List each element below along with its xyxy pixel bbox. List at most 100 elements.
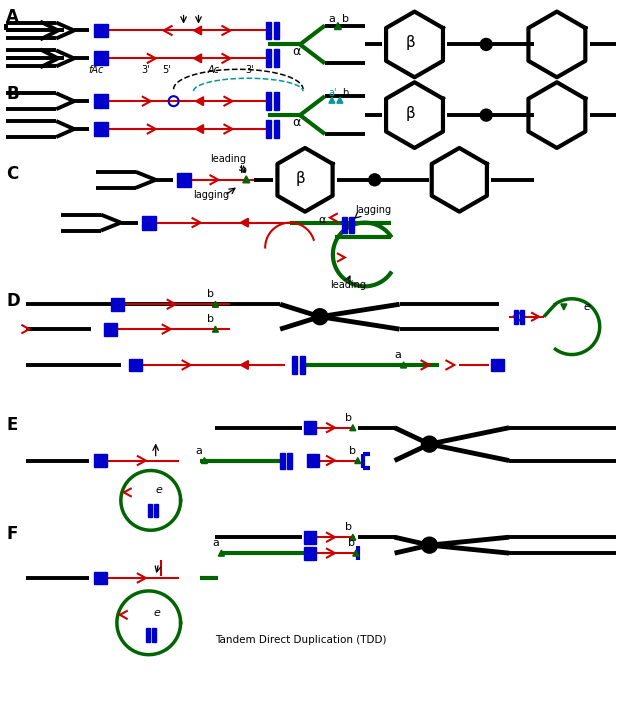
- Bar: [280, 453, 285, 469]
- Polygon shape: [243, 176, 250, 183]
- Bar: [292, 356, 297, 374]
- Text: leading: leading: [210, 154, 246, 164]
- Text: B: B: [6, 85, 19, 103]
- Text: b: b: [342, 14, 349, 24]
- Bar: [94, 122, 108, 136]
- Polygon shape: [337, 97, 343, 103]
- Text: lagging: lagging: [355, 204, 391, 214]
- Bar: [94, 572, 107, 585]
- Text: D: D: [6, 292, 20, 310]
- Bar: [304, 421, 317, 434]
- Text: β: β: [405, 35, 415, 51]
- Text: β: β: [405, 106, 415, 121]
- Polygon shape: [350, 534, 356, 540]
- Text: a: a: [196, 445, 202, 456]
- Text: A: A: [6, 8, 19, 25]
- Bar: [342, 217, 347, 232]
- Circle shape: [480, 109, 492, 121]
- Text: α: α: [292, 45, 300, 58]
- Polygon shape: [194, 26, 202, 35]
- Text: a: a: [395, 350, 402, 360]
- Bar: [266, 22, 271, 40]
- Polygon shape: [240, 360, 248, 370]
- Bar: [274, 120, 279, 138]
- Bar: [287, 453, 292, 469]
- Circle shape: [369, 174, 381, 186]
- Bar: [130, 359, 143, 371]
- Text: Ac: Ac: [207, 65, 220, 75]
- Bar: [304, 531, 317, 544]
- Bar: [514, 310, 518, 323]
- Bar: [94, 454, 107, 467]
- Bar: [307, 454, 320, 467]
- Text: a: a: [328, 14, 335, 24]
- Bar: [491, 359, 503, 371]
- Text: Tandem Direct Duplication (TDD): Tandem Direct Duplication (TDD): [215, 635, 387, 645]
- Polygon shape: [386, 82, 443, 148]
- Bar: [266, 49, 271, 67]
- Polygon shape: [355, 458, 361, 464]
- Polygon shape: [528, 82, 586, 148]
- Bar: [94, 24, 108, 38]
- Polygon shape: [350, 425, 356, 431]
- Circle shape: [480, 38, 492, 51]
- Text: β: β: [296, 171, 306, 186]
- Polygon shape: [194, 54, 202, 63]
- Bar: [266, 92, 271, 110]
- Polygon shape: [196, 125, 204, 134]
- Text: e: e: [154, 608, 160, 618]
- Polygon shape: [329, 97, 335, 103]
- Polygon shape: [212, 301, 218, 308]
- Text: b: b: [349, 445, 356, 456]
- Text: C: C: [6, 165, 19, 183]
- Polygon shape: [353, 550, 358, 556]
- Bar: [349, 217, 354, 232]
- Bar: [147, 504, 152, 517]
- Polygon shape: [334, 22, 341, 30]
- Polygon shape: [400, 362, 407, 368]
- Text: b: b: [207, 314, 215, 324]
- Bar: [112, 297, 125, 310]
- Polygon shape: [202, 458, 207, 464]
- Circle shape: [421, 537, 437, 553]
- Text: b: b: [348, 538, 355, 548]
- Polygon shape: [432, 148, 487, 212]
- Polygon shape: [528, 12, 586, 77]
- Text: 3': 3': [142, 65, 151, 75]
- Bar: [274, 49, 279, 67]
- Text: F: F: [6, 526, 18, 543]
- Bar: [299, 356, 305, 374]
- Text: a': a': [328, 88, 336, 98]
- Text: b: b: [240, 165, 247, 175]
- Bar: [304, 547, 317, 560]
- Bar: [520, 310, 524, 323]
- Polygon shape: [212, 326, 218, 332]
- Text: b: b: [342, 88, 348, 98]
- Text: e: e: [584, 302, 590, 312]
- Bar: [142, 216, 155, 230]
- Text: e: e: [155, 485, 162, 495]
- Text: 5': 5': [163, 65, 172, 75]
- Text: 3': 3': [246, 65, 254, 75]
- Polygon shape: [278, 148, 333, 212]
- Text: b: b: [345, 522, 352, 532]
- Text: b: b: [345, 413, 352, 422]
- Circle shape: [312, 309, 328, 325]
- Text: E: E: [6, 416, 18, 434]
- Polygon shape: [240, 218, 248, 227]
- Text: α: α: [318, 214, 325, 225]
- Bar: [104, 323, 117, 336]
- Polygon shape: [196, 97, 204, 105]
- Polygon shape: [386, 12, 443, 77]
- Text: b: b: [207, 290, 215, 300]
- Bar: [146, 628, 150, 642]
- Bar: [266, 120, 271, 138]
- Bar: [154, 504, 158, 517]
- Text: leading: leading: [330, 280, 366, 290]
- Bar: [94, 94, 108, 108]
- Polygon shape: [561, 304, 567, 310]
- Polygon shape: [218, 550, 225, 556]
- Text: a: a: [212, 538, 219, 548]
- Bar: [274, 92, 279, 110]
- Bar: [274, 22, 279, 40]
